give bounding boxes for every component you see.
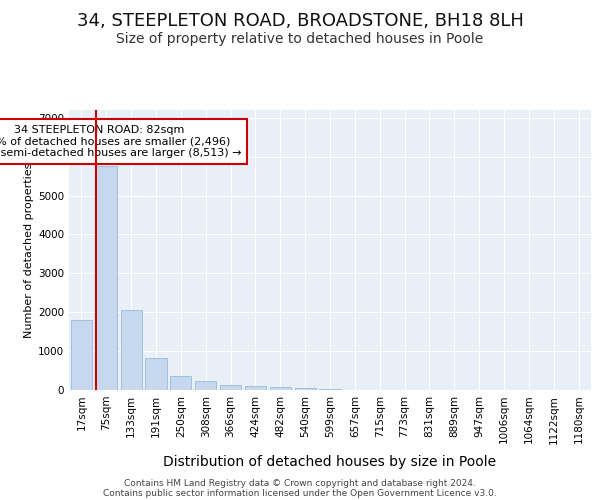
Bar <box>319 389 341 390</box>
Bar <box>270 387 291 390</box>
Bar <box>71 320 92 390</box>
Text: 34 STEEPLETON ROAD: 82sqm
← 22% of detached houses are smaller (2,496)
77% of se: 34 STEEPLETON ROAD: 82sqm ← 22% of detac… <box>0 125 241 158</box>
Text: Contains public sector information licensed under the Open Government Licence v3: Contains public sector information licen… <box>103 488 497 498</box>
Text: Contains HM Land Registry data © Crown copyright and database right 2024.: Contains HM Land Registry data © Crown c… <box>124 478 476 488</box>
Bar <box>170 376 191 390</box>
Bar <box>145 358 167 390</box>
Bar <box>220 385 241 390</box>
Bar <box>295 388 316 390</box>
Bar <box>96 166 117 390</box>
Bar <box>121 310 142 390</box>
Y-axis label: Number of detached properties: Number of detached properties <box>24 162 34 338</box>
Text: Size of property relative to detached houses in Poole: Size of property relative to detached ho… <box>116 32 484 46</box>
X-axis label: Distribution of detached houses by size in Poole: Distribution of detached houses by size … <box>163 454 497 468</box>
Text: 34, STEEPLETON ROAD, BROADSTONE, BH18 8LH: 34, STEEPLETON ROAD, BROADSTONE, BH18 8L… <box>77 12 523 30</box>
Bar <box>195 382 216 390</box>
Bar <box>245 386 266 390</box>
